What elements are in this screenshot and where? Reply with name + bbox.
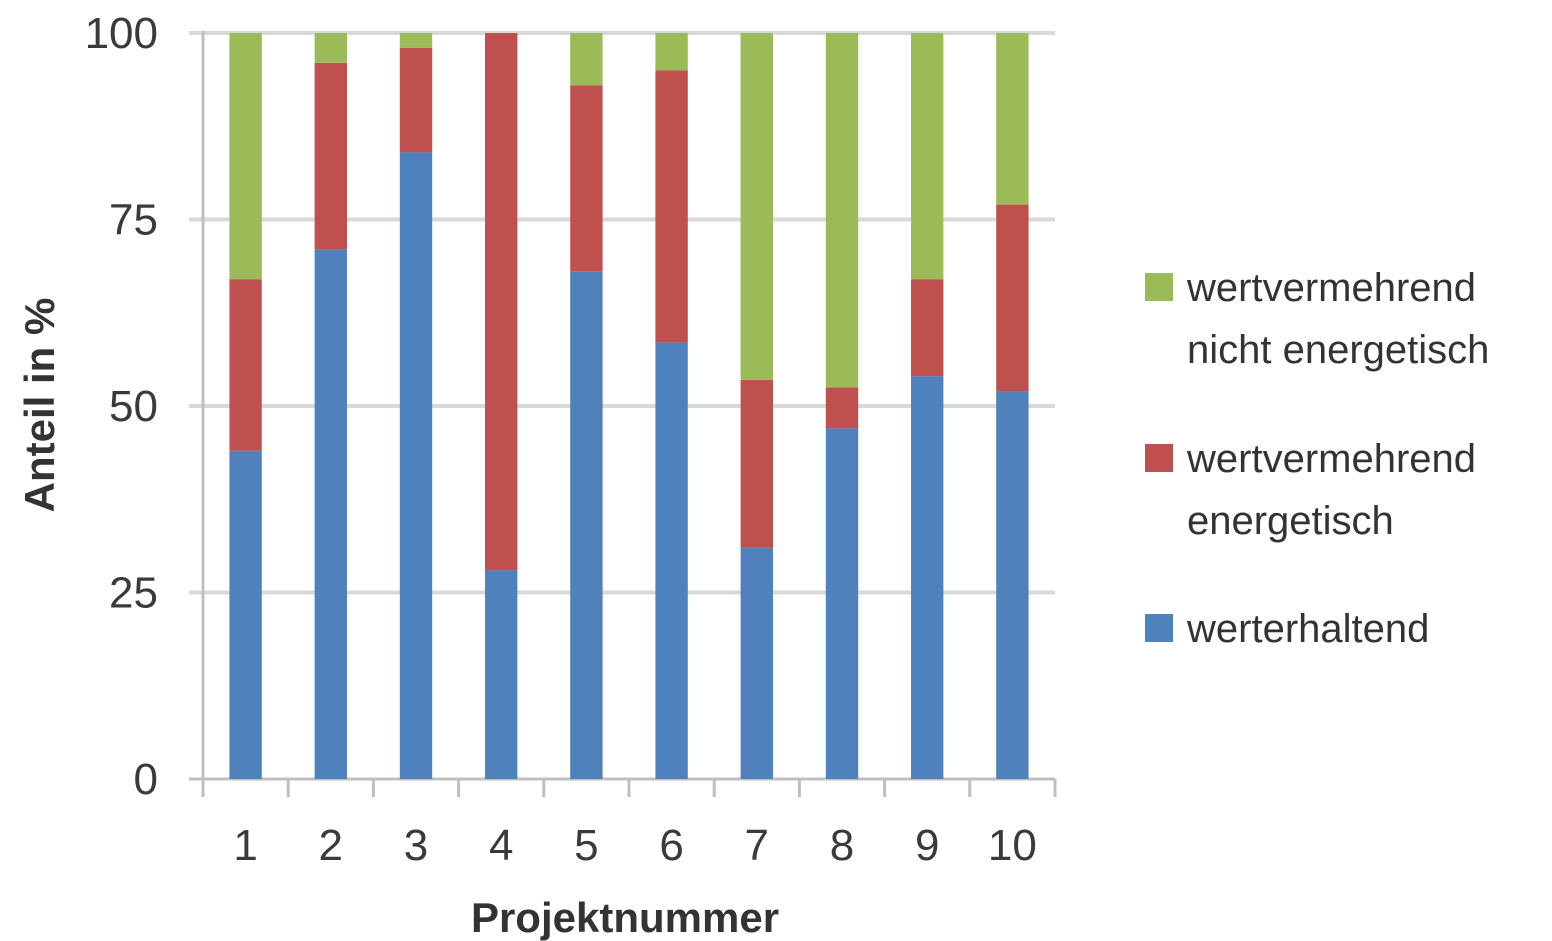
bar-segment	[399, 47, 433, 153]
x-tick-label: 10	[988, 821, 1037, 870]
legend-swatch	[1145, 444, 1173, 472]
y-axis-title: Anteil in %	[16, 298, 63, 513]
bar-segment	[740, 547, 773, 779]
bar-segment	[740, 379, 773, 548]
x-axis-title: Projektnummer	[471, 894, 779, 941]
bar-segment	[825, 428, 859, 779]
bar-segment	[485, 570, 518, 779]
legend-swatch	[1145, 273, 1173, 301]
y-tick-label: 75	[109, 196, 158, 245]
legend-label: werterhaltend	[1186, 607, 1429, 651]
legend-label: wertvermehrend nicht energetisch	[1186, 266, 1489, 372]
bar-segment	[485, 33, 518, 571]
y-tick-label: 25	[109, 569, 158, 618]
x-tick-label: 9	[915, 821, 939, 870]
x-tick-label: 4	[489, 821, 513, 870]
bar-segment	[655, 33, 688, 71]
bar-segment	[229, 33, 262, 280]
bar-segment	[996, 204, 1029, 392]
bar-segment	[570, 85, 603, 272]
x-tick-label: 7	[745, 821, 769, 870]
bar-segment	[229, 450, 262, 779]
y-tick-label: 100	[85, 9, 158, 58]
bar-segment	[399, 152, 433, 780]
bars	[229, 33, 1029, 780]
bar-segment	[911, 33, 944, 280]
x-tick-label: 2	[319, 821, 343, 870]
bar-segment	[229, 279, 262, 451]
bar-segment	[570, 33, 603, 86]
bar-segment	[911, 279, 944, 377]
bar-segment	[314, 33, 347, 63]
bar-segment	[825, 387, 859, 429]
x-tick-label: 8	[830, 821, 854, 870]
x-tick-label: 6	[659, 821, 683, 870]
bar-segment	[825, 33, 859, 388]
bar-segment	[570, 271, 603, 779]
legend: wertvermehrend nicht energetisch wertverme…	[1145, 266, 1489, 651]
bar-segment	[314, 62, 347, 250]
bar-segment	[740, 33, 773, 380]
bar-segment	[655, 70, 688, 343]
bar-segment	[655, 342, 688, 779]
legend-label: wertvermehrend energetisch	[1186, 437, 1476, 543]
bar-segment	[996, 33, 1029, 205]
y-tick-label: 50	[109, 382, 158, 431]
x-tick-label: 3	[404, 821, 428, 870]
x-tick-label: 1	[233, 821, 257, 870]
bar-segment	[911, 376, 944, 779]
bar-segment	[399, 33, 433, 48]
x-tick-label: 5	[574, 821, 598, 870]
bar-segment	[996, 391, 1029, 779]
bar-segment	[314, 249, 347, 780]
tick-labels: 0 25 50 75 100 1 2 3 4 5 6 7 8 9 10	[85, 9, 1037, 870]
legend-swatch	[1145, 614, 1173, 642]
y-tick-label: 0	[134, 755, 158, 804]
